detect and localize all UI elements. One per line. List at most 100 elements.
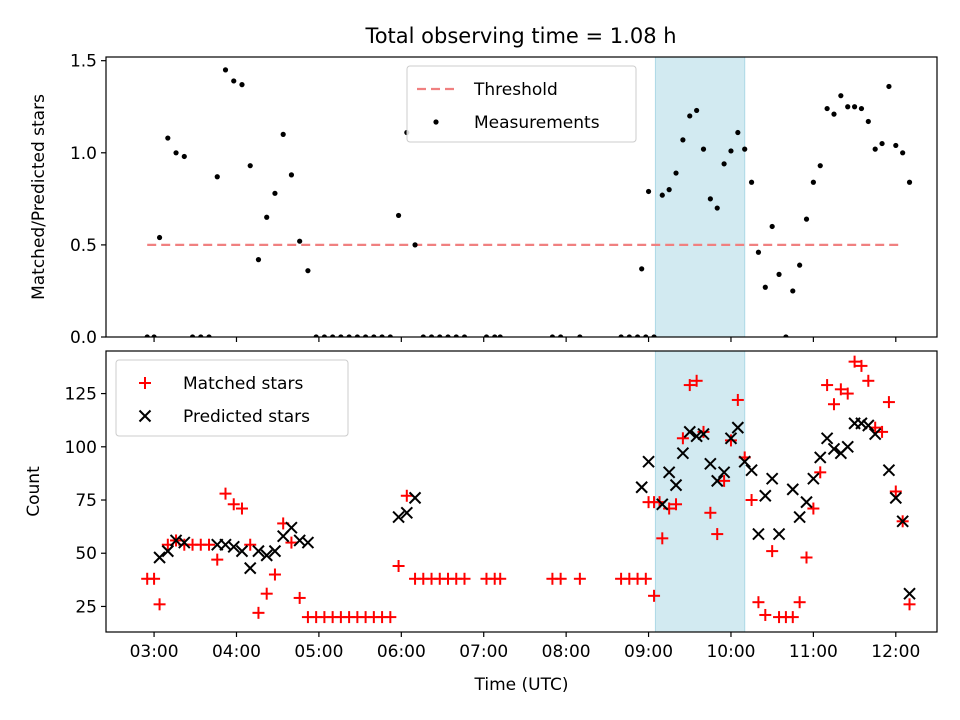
data-point (371, 334, 377, 337)
data-point (227, 498, 240, 511)
data-point (453, 334, 459, 337)
data-point (231, 78, 237, 84)
data-point (752, 527, 765, 541)
plot-area (141, 355, 916, 624)
data-point (260, 587, 273, 600)
data-point (903, 598, 916, 611)
legend-swatch (433, 119, 439, 125)
data-point (219, 538, 232, 551)
data-point (639, 572, 652, 585)
data-point (745, 494, 758, 507)
data-point (845, 104, 851, 110)
data-point (807, 502, 820, 515)
data-point (577, 334, 583, 337)
data-point (848, 355, 861, 368)
data-point (645, 188, 652, 195)
data-point (711, 474, 724, 488)
plot-area (144, 67, 913, 337)
top-panel: 0.0 0.5 1.0 1.5 Matched/Predicted stars Thres… (29, 52, 938, 348)
data-point (896, 515, 909, 528)
data-point (906, 179, 913, 185)
data-point (882, 396, 895, 409)
data-point (662, 466, 676, 479)
data-point (293, 591, 306, 604)
data-point (800, 495, 813, 509)
data-point (203, 538, 216, 551)
data-point (731, 393, 744, 406)
data-point (690, 429, 703, 443)
legend-frame (115, 359, 349, 437)
data-point (363, 334, 369, 337)
data-point (718, 474, 731, 487)
data-point (313, 334, 319, 337)
data-point (766, 545, 779, 558)
data-point (264, 214, 270, 220)
data-point (272, 190, 278, 196)
data-point (639, 266, 645, 272)
data-point (305, 268, 311, 274)
data-point (862, 419, 875, 432)
data-point (211, 553, 224, 566)
data-point (714, 205, 720, 211)
data-point (827, 398, 840, 411)
y-axis-label: Count (24, 466, 44, 517)
data-point (330, 334, 336, 337)
data-point (178, 536, 191, 549)
data-point (759, 489, 772, 502)
data-point (893, 142, 899, 149)
legend-label: Threshold (473, 80, 558, 100)
data-point (400, 506, 414, 519)
data-point (395, 212, 402, 219)
data-point (642, 455, 655, 468)
data-point (704, 506, 717, 519)
data-point (752, 596, 765, 609)
data-point (387, 334, 393, 337)
x-tick-label: 09:00 (624, 642, 673, 662)
data-point (494, 572, 507, 585)
legend: Matched stars Predicted stars (115, 359, 349, 437)
data-point (735, 129, 741, 136)
data-point (694, 107, 700, 114)
data-point (222, 67, 229, 73)
data-point (618, 334, 624, 337)
data-point (765, 472, 779, 485)
data-point (648, 589, 661, 602)
data-point (483, 334, 490, 337)
data-point (793, 510, 806, 524)
data-point (354, 334, 360, 337)
data-point (868, 427, 882, 441)
data-point (227, 540, 240, 554)
data-point (346, 334, 352, 337)
data-point (392, 510, 405, 524)
data-point (156, 234, 163, 241)
data-point (697, 427, 710, 441)
y-tick-label: 0.0 (70, 328, 97, 348)
data-point (879, 140, 885, 147)
data-point (198, 334, 204, 337)
data-point (858, 105, 865, 112)
data-point (824, 105, 830, 112)
data-point (814, 466, 827, 479)
data-point (153, 598, 166, 611)
y-tick-label: 75 (75, 491, 97, 511)
data-point (786, 611, 799, 624)
data-point (683, 425, 696, 439)
data-point (731, 421, 745, 434)
data-point (669, 478, 683, 492)
data-point (492, 334, 498, 337)
data-point (742, 146, 748, 152)
data-point (400, 489, 413, 502)
data-point (820, 432, 834, 445)
data-point (497, 334, 503, 337)
legend-label: Matched stars (183, 374, 303, 394)
data-point (772, 527, 786, 541)
data-point (903, 587, 916, 600)
data-point (717, 466, 731, 479)
data-point (759, 608, 772, 621)
data-point (786, 483, 799, 496)
data-point (285, 521, 298, 534)
y-tick-label: 1.0 (70, 144, 97, 164)
data-point (676, 446, 690, 460)
legend-frame (406, 65, 637, 143)
data-point (420, 334, 426, 337)
